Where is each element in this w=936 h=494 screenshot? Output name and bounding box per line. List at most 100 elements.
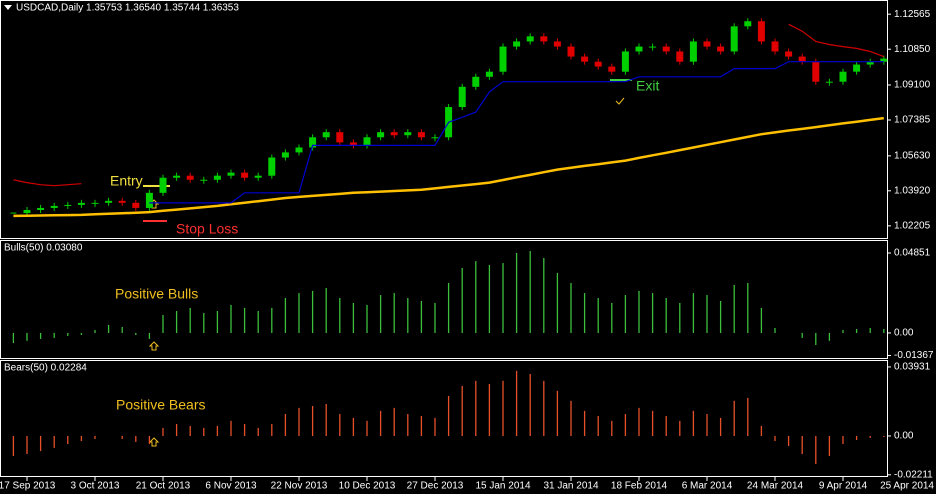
candle (635, 46, 643, 52)
candle (744, 21, 752, 27)
candle (785, 51, 793, 57)
exit-label: Exit (636, 78, 659, 94)
bears-arrow (148, 437, 160, 447)
price-title: USDCAD,Daily 1.35753 1.36540 1.35744 1.3… (16, 3, 239, 14)
candle (689, 41, 697, 62)
candle (866, 61, 874, 65)
y-tick-label: 1.02205 (894, 220, 931, 231)
candle (812, 61, 820, 82)
candle (200, 179, 208, 181)
bears-panel (0, 360, 888, 477)
y-tick-label: 1.03920 (894, 185, 931, 196)
exit-check (615, 97, 625, 105)
candle (853, 64, 861, 72)
x-tick-label: 24 Mar 2014 (747, 481, 804, 492)
candle (281, 152, 289, 158)
x-tick-label: 15 Jan 2014 (475, 481, 530, 492)
candle (839, 71, 847, 82)
candle (186, 175, 194, 180)
candle (431, 137, 439, 139)
y-tick-label: 1.05630 (894, 151, 931, 162)
candle (567, 46, 575, 57)
candle (594, 61, 602, 67)
candle (472, 76, 480, 87)
indicator-line (13, 116, 884, 218)
candle (608, 66, 616, 72)
y-tick-label: 1.07385 (894, 115, 931, 126)
y-tick-label: 0.04851 (894, 248, 931, 259)
x-tick-label: 31 Jan 2014 (543, 481, 598, 492)
stop-label: Stop Loss (176, 221, 238, 237)
candle (703, 41, 711, 47)
x-tick-label: 10 Dec 2013 (339, 481, 396, 492)
bulls-arrow (148, 341, 160, 351)
bulls-title: Bulls(50) 0.03080 (4, 243, 83, 254)
x-tick-label: 21 Oct 2013 (136, 481, 191, 492)
y-tick-label: 0.03931 (894, 362, 931, 373)
indicator-line (149, 61, 884, 204)
candle (649, 46, 657, 48)
candle (349, 142, 357, 146)
candle (173, 175, 181, 178)
y-tick-label: -0.01367 (894, 350, 934, 361)
candle (322, 132, 330, 138)
bears-annotation: Positive Bears (116, 397, 205, 413)
candle (213, 175, 221, 180)
candle (771, 41, 779, 52)
candle (118, 200, 126, 203)
candle (377, 132, 385, 138)
indicator-line (13, 23, 885, 187)
candle (77, 202, 85, 205)
candle (64, 204, 72, 206)
y-tick-label: 1.10850 (894, 44, 931, 55)
bulls-panel (0, 240, 888, 359)
x-tick-label: 3 Oct 2013 (71, 481, 120, 492)
candle (268, 157, 276, 176)
candle (390, 132, 398, 136)
bears-title: Bears(50) 0.02284 (4, 363, 87, 374)
candle (23, 210, 31, 214)
y-tick-label: 1.12565 (894, 9, 931, 20)
x-tick-label: 9 Apr 2014 (819, 481, 868, 492)
candle (105, 200, 113, 203)
candle (540, 36, 548, 42)
y-tick-label: 0.00 (894, 328, 914, 339)
y-tick-label: 0.00 (894, 431, 914, 442)
x-tick-label: 27 Dec 2013 (407, 481, 464, 492)
candle (581, 56, 589, 62)
candle (676, 51, 684, 62)
candle (50, 205, 58, 208)
candle (717, 46, 725, 52)
x-tick-label: 18 Feb 2014 (611, 481, 668, 492)
candle (241, 172, 249, 178)
candle (553, 41, 561, 47)
candle (417, 132, 425, 138)
x-tick-label: 17 Sep 2013 (0, 481, 56, 492)
candle (662, 46, 670, 52)
menu-arrow (4, 5, 12, 10)
x-tick-label: 6 Mar 2014 (682, 481, 733, 492)
candle (458, 86, 466, 108)
candle (880, 58, 888, 62)
candle (526, 36, 534, 42)
candle (132, 202, 140, 208)
candle (499, 46, 507, 72)
candle (798, 56, 806, 62)
candle (336, 132, 344, 143)
candle (513, 41, 521, 47)
candle (145, 192, 153, 208)
candle (621, 51, 629, 72)
y-tick-label: 1.09100 (894, 80, 931, 91)
candle (159, 177, 167, 193)
candle (254, 175, 262, 178)
y-tick-label: -0.02211 (894, 469, 933, 480)
candle (363, 137, 371, 146)
candle (227, 172, 235, 176)
candle (37, 207, 45, 211)
candle (91, 202, 99, 204)
candle (295, 147, 303, 153)
bulls-annotation: Positive Bulls (115, 286, 198, 302)
x-end-label: 25 Apr 2014 (880, 481, 934, 492)
